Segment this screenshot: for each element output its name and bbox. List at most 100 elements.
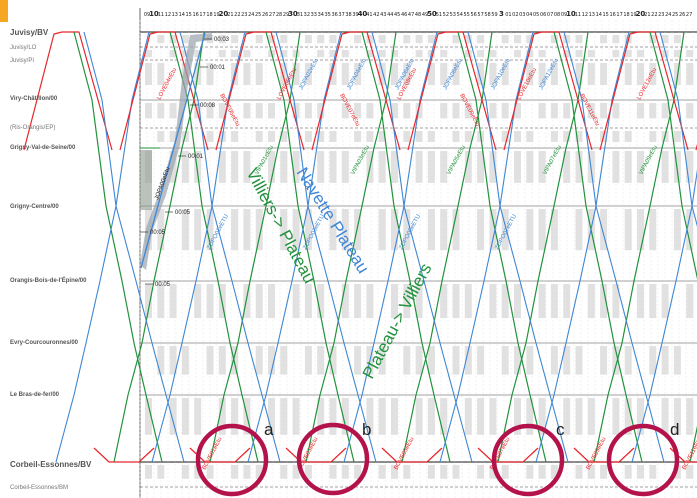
occupancy-block: [329, 63, 337, 85]
time-tick: 24: [665, 12, 671, 18]
occupancy-block: [304, 35, 312, 44]
time-tick: 58: [484, 12, 490, 18]
train-label: JOPA02eEtu: [298, 58, 319, 91]
train-path: [457, 31, 547, 463]
occupancy-block: [477, 465, 485, 479]
train-path: [563, 31, 665, 463]
occupancy-block: [673, 465, 681, 479]
occupancy-block: [194, 151, 202, 183]
occupancy-block: [600, 63, 608, 85]
time-tick: 01: [505, 12, 511, 18]
occupancy-block: [427, 35, 435, 44]
time-tick: 06: [540, 12, 546, 18]
time-tick: 21: [227, 12, 233, 18]
train-label: VIPA05eEtu: [446, 145, 466, 176]
occupancy-block: [575, 151, 583, 183]
time-tick: 15: [603, 12, 609, 18]
occupancy-block: [587, 398, 595, 435]
occupancy-block: [673, 50, 681, 58]
train-path: [477, 447, 539, 463]
occupancy-block: [501, 346, 509, 375]
time-tick: 52: [443, 12, 449, 18]
occupancy-block: [415, 131, 423, 142]
circle-c: [491, 423, 565, 497]
train-path: [407, 31, 447, 151]
occupancy-block: [649, 103, 657, 119]
train-path: [275, 31, 377, 463]
time-tick: 05: [533, 12, 539, 18]
occupancy-block: [637, 151, 644, 183]
occupancy-block: [464, 151, 472, 183]
occupancy-block: [440, 209, 448, 251]
occupancy-block: [231, 131, 239, 142]
occupancy-block: [501, 63, 509, 85]
train-label: BOVE11eEtu: [578, 93, 600, 127]
occupancy-block: [280, 209, 288, 251]
occupancy-block: [538, 50, 546, 58]
time-tick: 23: [658, 12, 664, 18]
occupancy-block: [686, 151, 694, 183]
occupancy-block: [341, 209, 349, 251]
occupancy-block: [268, 346, 275, 375]
occupancy-block: [526, 151, 534, 183]
occupancy-block: [477, 398, 485, 435]
occupancy-block: [452, 63, 460, 85]
train-path: [119, 31, 159, 151]
occupancy-block: [194, 209, 202, 251]
occupancy-block: [194, 50, 202, 58]
occupancy-block: [366, 35, 374, 44]
occupancy-block: [292, 63, 300, 85]
occupancy-block: [661, 103, 669, 119]
time-tick: 11: [575, 12, 581, 18]
occupancy-block: [649, 63, 657, 85]
occupancy-block: [477, 151, 485, 183]
occupancy-block: [637, 209, 644, 251]
time-tick: 04: [526, 12, 532, 18]
occupancy-block: [427, 131, 435, 142]
occupancy-block: [477, 209, 485, 251]
occupancy-block: [403, 346, 411, 375]
occupancy-block: [514, 284, 521, 319]
occupancy-block: [255, 35, 263, 44]
occupancy-block: [452, 209, 460, 251]
occupancy-block: [452, 465, 460, 479]
occupancy-block: [145, 63, 152, 85]
occupancy-block: [378, 346, 386, 375]
occupancy-block: [181, 209, 189, 251]
marker-d: d: [670, 420, 679, 439]
occupancy-block: [452, 346, 460, 375]
time-tick: 57: [477, 12, 483, 18]
occupancy-block: [489, 209, 497, 251]
occupancy-block: [169, 398, 177, 435]
occupancy-block: [378, 63, 386, 85]
time-tick: 25: [255, 12, 261, 18]
occupancy-block: [218, 398, 226, 435]
occupancy-block: [452, 131, 460, 142]
train-path: [55, 31, 150, 463]
occupancy-block: [550, 209, 558, 251]
occupancy-block: [526, 131, 534, 142]
time-tick: 02: [512, 12, 518, 18]
occupancy-block: [489, 151, 497, 183]
occupancy-block: [427, 346, 435, 375]
time-tick: 10: [149, 10, 159, 18]
occupancy-block: [464, 346, 472, 375]
occupancy-block: [268, 103, 275, 119]
time-tick: 24: [248, 12, 254, 18]
occupancy-block: [649, 131, 657, 142]
occupancy-block: [514, 346, 521, 375]
time-tick: 17: [616, 12, 622, 18]
occupancy-block: [206, 103, 214, 119]
train-path: [83, 31, 185, 463]
occupancy-block: [169, 131, 177, 142]
time-tick: 12: [165, 12, 171, 18]
occupancy-block: [145, 398, 152, 435]
occupancy-block: [575, 50, 583, 58]
occupancy-block: [575, 346, 583, 375]
occupancy-block: [600, 103, 608, 119]
occupancy-block: [280, 50, 288, 58]
occupancy-block: [378, 209, 386, 251]
station-list: Juvisy/BV Juvisy/LO Juvisy/PI Viry-Châti…: [0, 0, 136, 498]
occupancy-block: [526, 398, 534, 435]
occupancy-block: [268, 151, 275, 183]
